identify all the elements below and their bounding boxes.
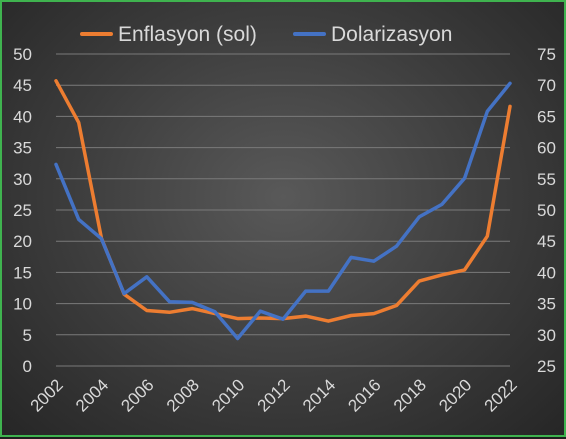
x-tick-label: 2004 [72,375,112,415]
right-tick-label: 45 [537,232,556,251]
gridlines [56,53,510,367]
x-tick-label: 2018 [390,375,430,415]
left-tick-label: 40 [13,107,32,126]
x-tick-label: 2016 [344,375,384,415]
left-tick-label: 10 [13,295,32,314]
legend-label: Enflasyon (sol) [118,23,257,46]
left-tick-label: 0 [23,357,32,376]
x-tick-label: 2002 [27,375,67,415]
series-line-1 [54,81,512,341]
left-tick-label: 50 [13,45,32,64]
right-tick-label: 25 [537,357,556,376]
left-tick-label: 35 [13,139,32,158]
right-axis-ticks: 25 30 35 40 45 50 55 60 65 70 75 [537,45,556,376]
left-tick-label: 15 [13,263,32,282]
right-tick-label: 70 [537,76,556,95]
right-tick-label: 65 [537,107,556,126]
right-tick-label: 40 [537,263,556,282]
x-tick-label: 2008 [163,375,203,415]
right-tick-label: 35 [537,295,556,314]
x-tick-label: 2006 [117,375,157,415]
left-tick-label: 20 [13,232,32,251]
right-tick-label: 75 [537,45,556,64]
right-tick-label: 30 [537,326,556,345]
left-tick-label: 5 [23,326,32,345]
x-tick-label: 2022 [481,375,521,415]
left-tick-label: 25 [13,201,32,220]
legend-label: Dolarizasyon [331,23,452,46]
x-tick-label: 2014 [299,375,339,415]
x-axis-ticks: 2002 2004 2006 2008 2010 2012 2014 2016 2018 2020… [27,375,521,415]
right-tick-label: 50 [537,201,556,220]
right-tick-label: 60 [537,139,556,158]
left-tick-label: 45 [13,76,32,95]
x-tick-label: 2020 [435,375,475,415]
legend: Enflasyon (sol) Dolarizasyon [80,23,452,46]
x-tick-label: 2010 [208,375,248,415]
left-tick-label: 30 [13,170,32,189]
x-tick-label: 2012 [254,375,294,415]
left-axis-ticks: 0 5 10 15 20 25 30 35 40 45 50 [13,45,32,376]
series-lines [54,79,512,341]
right-tick-label: 55 [537,170,556,189]
